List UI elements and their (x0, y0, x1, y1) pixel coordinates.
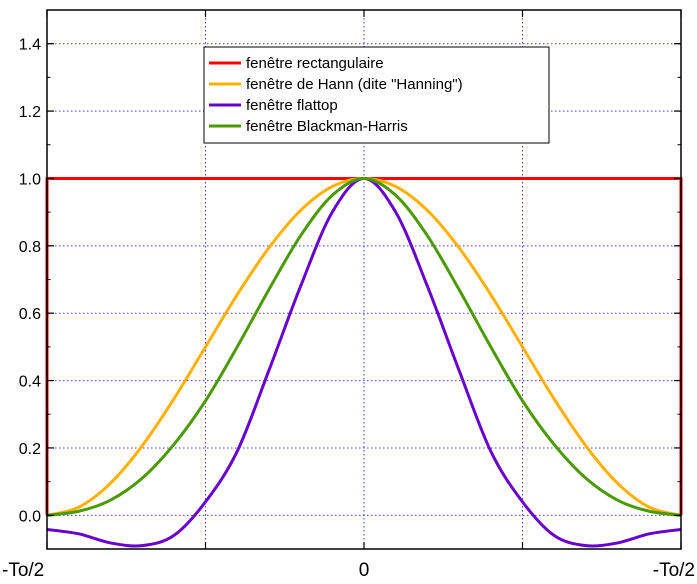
tick-marks (46, 9, 682, 550)
x-tick-labels: -To/2 0 -To/2 (2, 560, 695, 581)
x-tick-label: -To/2 (2, 560, 44, 581)
y-tick-label: 1.0 (19, 171, 41, 188)
legend-label: fenêtre rectangulaire (246, 55, 384, 72)
legend-label: fenêtre Blackman-Harris (246, 118, 408, 135)
y-tick-label: 0.0 (19, 508, 41, 525)
legend-label: fenêtre flattop (246, 97, 338, 114)
x-tick-label: 0 (359, 560, 370, 581)
y-tick-labels: 0.0 0.2 0.4 0.6 0.8 1.0 1.2 1.4 (19, 37, 41, 526)
y-tick-label: 0.6 (19, 306, 41, 323)
legend: fenêtre rectangulaire fenêtre de Hann (di… (203, 46, 550, 144)
y-tick-label: 1.4 (19, 37, 41, 54)
legend-box (203, 46, 550, 144)
y-tick-label: 0.2 (19, 441, 41, 458)
series-line-fenetre-blackman-harris (46, 176, 682, 517)
x-tick-label: -To/2 (653, 560, 695, 581)
legend-label: fenêtre de Hann (dite "Hanning") (246, 76, 463, 93)
y-tick-label: 0.8 (19, 239, 41, 256)
y-tick-label: 0.4 (19, 374, 41, 391)
y-tick-label: 1.2 (19, 104, 41, 121)
